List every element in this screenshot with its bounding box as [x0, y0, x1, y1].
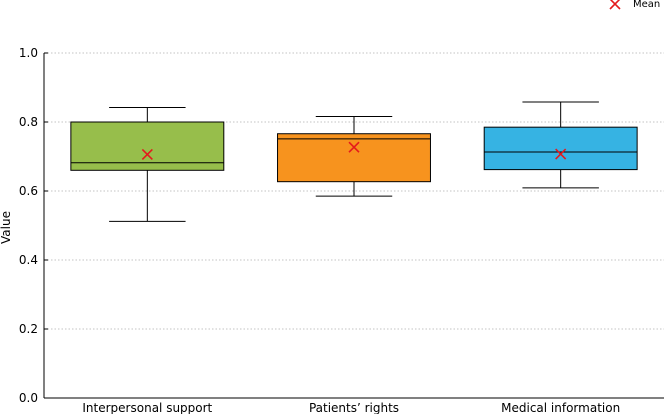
legend-mean-marker: [609, 0, 621, 10]
y-tick-label: 0.8: [19, 115, 38, 129]
box-series: [70, 101, 638, 222]
x-tick-label: Medical information: [501, 401, 620, 414]
box-2: [277, 115, 431, 197]
y-tick-labels: 0.0 0.2 0.4 0.6 0.8 1.0: [19, 46, 48, 405]
iqr-box: [277, 133, 431, 183]
x-tick-labels: Interpersonal support Patients’ rights Med…: [82, 401, 620, 414]
x-tick-label: Interpersonal support: [82, 401, 212, 414]
box-3: [483, 101, 638, 189]
legend-mean-label: Mean: [633, 0, 660, 10]
x-tick-label: Patients’ rights: [309, 401, 399, 414]
y-tick-label: 0.6: [19, 184, 38, 198]
y-axis-label: Value: [0, 211, 13, 244]
iqr-box: [483, 126, 638, 171]
mean-marker: [348, 141, 360, 153]
y-tick-label: 0.0: [19, 391, 38, 405]
y-tick-label: 0.2: [19, 322, 38, 336]
mean-marker: [555, 148, 567, 160]
mean-marker: [141, 148, 153, 160]
box-1: [70, 107, 225, 222]
axes: [43, 53, 664, 399]
legend: Mean: [609, 0, 660, 10]
y-tick-label: 1.0: [19, 46, 38, 60]
y-tick-label: 0.4: [19, 253, 38, 267]
